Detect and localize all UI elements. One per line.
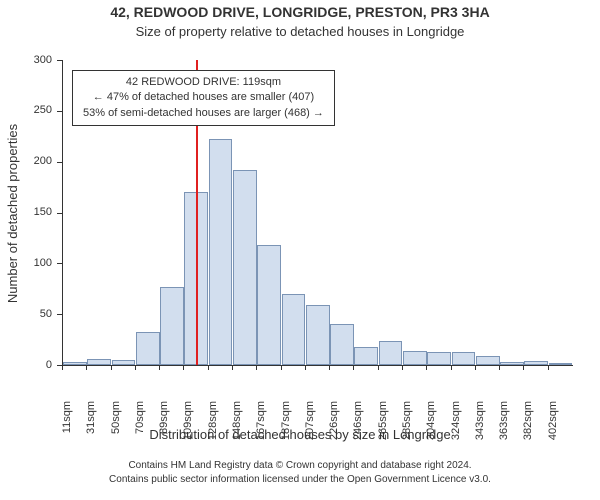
histogram-bar: [476, 356, 500, 365]
x-tick-mark: [305, 365, 306, 370]
x-tick-mark: [451, 365, 452, 370]
x-tick-label: 128sqm: [207, 401, 219, 456]
histogram-bar: [452, 352, 476, 365]
y-tick-mark: [57, 314, 62, 315]
x-tick-label: 382sqm: [522, 401, 534, 456]
histogram-bar: [87, 359, 111, 365]
x-tick-mark: [111, 365, 112, 370]
x-tick-label: 31sqm: [85, 401, 97, 456]
histogram-bar: [112, 360, 136, 365]
x-tick-mark: [329, 365, 330, 370]
x-tick-label: 246sqm: [352, 401, 364, 456]
footer-line1: Contains HM Land Registry data © Crown c…: [0, 460, 600, 471]
x-tick-label: 167sqm: [255, 401, 267, 456]
x-tick-mark: [402, 365, 403, 370]
chart-title: 42, REDWOOD DRIVE, LONGRIDGE, PRESTON, P…: [0, 4, 600, 20]
histogram-bar: [500, 362, 524, 365]
y-tick-label: 100: [0, 257, 52, 269]
x-tick-label: 304sqm: [425, 401, 437, 456]
x-tick-label: 265sqm: [377, 401, 389, 456]
y-tick-label: 50: [0, 308, 52, 320]
y-tick-label: 300: [0, 54, 52, 66]
x-tick-mark: [426, 365, 427, 370]
x-tick-label: 11sqm: [61, 401, 73, 456]
histogram-bar: [524, 361, 548, 365]
histogram-bar: [257, 245, 281, 365]
x-tick-mark: [232, 365, 233, 370]
histogram-bar: [379, 341, 403, 365]
chart-subtitle: Size of property relative to detached ho…: [0, 24, 600, 39]
annotation-line3: 53% of semi-detached houses are larger (…: [83, 106, 324, 121]
x-tick-mark: [159, 365, 160, 370]
y-tick-label: 250: [0, 104, 52, 116]
histogram-bar: [427, 352, 451, 365]
y-tick-mark: [57, 162, 62, 163]
y-tick-label: 0: [0, 359, 52, 371]
histogram-bar: [549, 363, 573, 365]
x-tick-mark: [86, 365, 87, 370]
x-tick-mark: [208, 365, 209, 370]
y-tick-label: 200: [0, 155, 52, 167]
x-tick-mark: [523, 365, 524, 370]
y-tick-mark: [57, 213, 62, 214]
x-tick-mark: [256, 365, 257, 370]
x-tick-label: 226sqm: [328, 401, 340, 456]
histogram-bar: [403, 351, 427, 365]
histogram-bar: [233, 170, 257, 365]
x-tick-mark: [475, 365, 476, 370]
x-tick-mark: [281, 365, 282, 370]
x-tick-label: 363sqm: [498, 401, 510, 456]
x-tick-mark: [378, 365, 379, 370]
x-tick-label: 187sqm: [280, 401, 292, 456]
x-tick-mark: [62, 365, 63, 370]
chart-container: 42, REDWOOD DRIVE, LONGRIDGE, PRESTON, P…: [0, 0, 600, 500]
x-tick-mark: [353, 365, 354, 370]
x-tick-label: 50sqm: [110, 401, 122, 456]
histogram-bar: [160, 287, 184, 365]
x-tick-label: 324sqm: [450, 401, 462, 456]
histogram-bar: [330, 324, 354, 365]
x-tick-label: 89sqm: [158, 401, 170, 456]
annotation-line1: 42 REDWOOD DRIVE: 119sqm: [83, 75, 324, 90]
x-tick-label: 148sqm: [231, 401, 243, 456]
x-tick-label: 207sqm: [304, 401, 316, 456]
x-tick-mark: [183, 365, 184, 370]
x-tick-label: 402sqm: [547, 401, 559, 456]
y-tick-mark: [57, 111, 62, 112]
y-tick-mark: [57, 263, 62, 264]
annotation-box: 42 REDWOOD DRIVE: 119sqm ← 47% of detach…: [72, 70, 335, 126]
y-tick-mark: [57, 60, 62, 61]
footer-line2: Contains public sector information licen…: [0, 474, 600, 485]
histogram-bar: [136, 332, 160, 365]
x-tick-mark: [135, 365, 136, 370]
x-tick-mark: [548, 365, 549, 370]
x-tick-mark: [499, 365, 500, 370]
annotation-line2: ← 47% of detached houses are smaller (40…: [83, 90, 324, 105]
x-tick-label: 109sqm: [182, 401, 194, 456]
histogram-bar: [209, 139, 233, 365]
y-tick-label: 150: [0, 206, 52, 218]
x-tick-label: 285sqm: [401, 401, 413, 456]
histogram-bar: [306, 305, 330, 365]
histogram-bar: [63, 362, 87, 365]
x-tick-label: 70sqm: [134, 401, 146, 456]
histogram-bar: [282, 294, 306, 365]
x-tick-label: 343sqm: [474, 401, 486, 456]
histogram-bar: [354, 347, 378, 365]
